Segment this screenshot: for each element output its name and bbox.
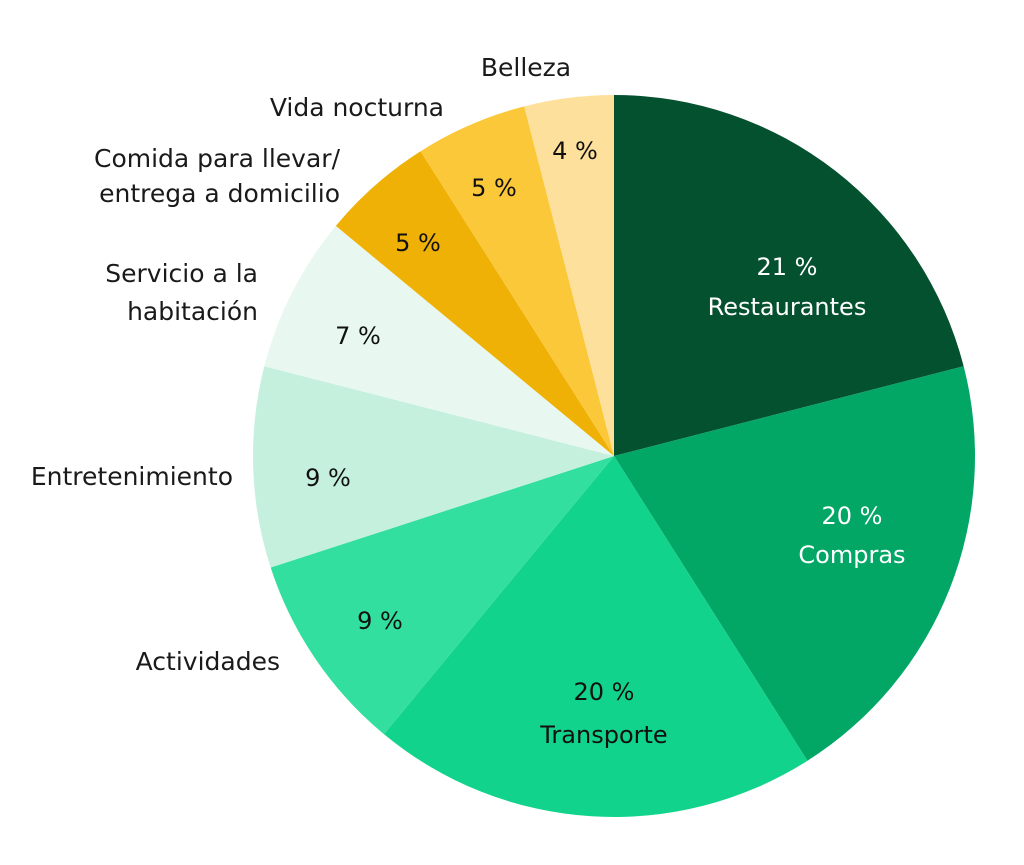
outside-labels: Actividades Entretenimiento Servicio a la h… <box>31 53 571 676</box>
category-label-compras: Compras <box>798 541 905 569</box>
pie-slice-restaurantes <box>614 95 964 456</box>
value-label-servicio-a-la-habitacion: 7 % <box>335 322 381 350</box>
pie-slice-vida-nocturna <box>420 106 614 456</box>
value-label-restaurantes: 21 % <box>757 253 818 281</box>
value-label-transporte: 20 % <box>574 678 635 706</box>
value-label-vida-nocturna: 5 % <box>471 174 517 202</box>
inside-labels: 21 % Restaurantes 20 % Compras 20 % Transport… <box>305 137 905 749</box>
pie-slices <box>253 95 975 817</box>
category-label-actividades: Actividades <box>136 647 280 676</box>
category-label-belleza: Belleza <box>481 53 571 82</box>
category-label-vida-nocturna: Vida nocturna <box>270 93 444 122</box>
pie-slice-compras <box>614 366 975 761</box>
category-label-restaurantes: Restaurantes <box>708 293 867 321</box>
value-label-comida-para-llevar-entrega-a-domicilio: 5 % <box>395 229 441 257</box>
category-label-entretenimiento: Entretenimiento <box>31 462 233 491</box>
value-label-entretenimiento: 9 % <box>305 464 351 492</box>
category-label-comida-para-llevar-entrega-a-domicilio: Comida para llevar/entrega a domicilio <box>94 144 341 208</box>
pie-slice-servicio-a-la-habitacion <box>264 225 614 456</box>
category-label-transporte: Transporte <box>539 721 667 749</box>
value-label-compras: 20 % <box>822 502 883 530</box>
category-label-servicio-a-la-habitacion: Servicio a la habitación <box>105 259 258 326</box>
value-label-actividades: 9 % <box>357 607 403 635</box>
pie-slice-actividades <box>270 456 614 735</box>
pie-slice-comida-para-llevar-entrega-a-domicilio <box>335 151 614 456</box>
pie-slice-transporte <box>383 456 808 817</box>
value-label-belleza: 4 % <box>552 137 598 165</box>
pie-slice-entretenimiento <box>253 366 614 568</box>
pie-slice-belleza <box>524 95 614 456</box>
